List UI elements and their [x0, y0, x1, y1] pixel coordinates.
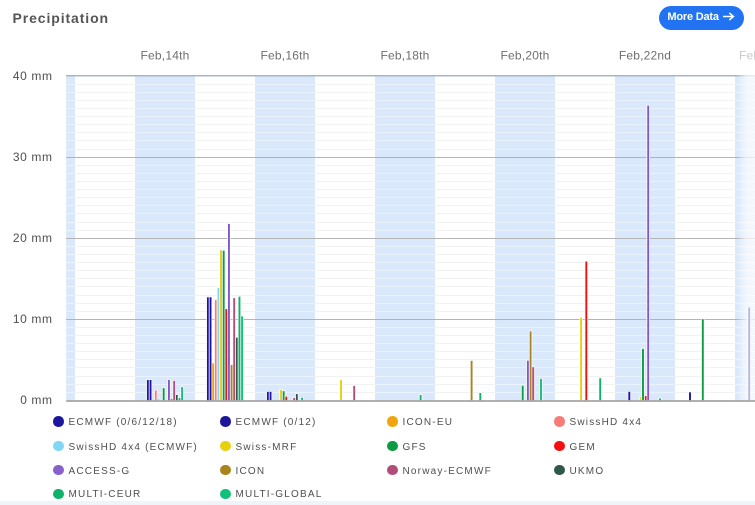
svg-text:10 mm: 10 mm [13, 312, 53, 326]
svg-text:30 mm: 30 mm [13, 150, 53, 164]
svg-text:Feb,24th: Feb,24th [739, 49, 755, 63]
svg-text:Feb,18th: Feb,18th [381, 49, 430, 63]
svg-text:0 mm: 0 mm [20, 393, 52, 407]
svg-text:Feb,14th: Feb,14th [141, 49, 190, 63]
svg-text:Feb,16th: Feb,16th [261, 49, 310, 63]
svg-text:Feb,22nd: Feb,22nd [619, 49, 671, 63]
svg-text:20 mm: 20 mm [13, 231, 53, 245]
svg-text:Feb,20th: Feb,20th [501, 49, 550, 63]
svg-text:40 mm: 40 mm [13, 69, 53, 83]
